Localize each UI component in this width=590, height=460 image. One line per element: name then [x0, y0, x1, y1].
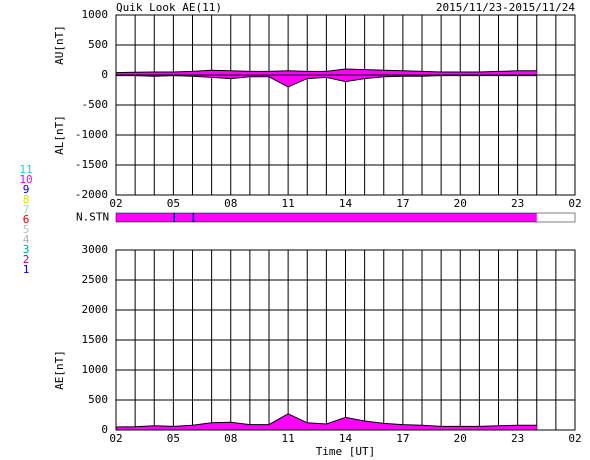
y-tick-label: -1500 [75, 158, 108, 171]
x-tick-label: 23 [511, 197, 524, 210]
status-segment [175, 213, 193, 222]
legend-entry: 9 [23, 183, 30, 196]
legend-entry: 1 [23, 263, 30, 276]
y-axis-label: AU[nT] [53, 25, 66, 65]
x-tick-label: 20 [454, 197, 467, 210]
y-tick-label: 1000 [82, 363, 109, 376]
y-tick-label: 0 [101, 68, 108, 81]
x-tick-label: 14 [339, 197, 353, 210]
y-axis-label: AE[nT] [53, 350, 66, 390]
y-tick-label: 1500 [82, 333, 109, 346]
x-tick-label: 11 [282, 197, 295, 210]
x-tick-label: 05 [167, 197, 180, 210]
y-tick-label: 1000 [82, 8, 109, 21]
y-tick-label: -2000 [75, 188, 108, 201]
y-tick-label: 3000 [82, 243, 109, 256]
y-tick-label: -500 [82, 98, 109, 111]
legend-entry: 10 [19, 173, 32, 186]
legend-entry: 6 [23, 213, 30, 226]
x-tick-label: 02 [109, 197, 122, 210]
legend-entry: 5 [23, 223, 30, 236]
y-tick-label: 2500 [82, 273, 109, 286]
plot-frame [115, 14, 576, 196]
legend-entry: 7 [23, 203, 30, 216]
x-tick-label: 02 [109, 432, 122, 445]
x-tick-label: 08 [224, 432, 237, 445]
y-tick-label: 2000 [82, 303, 109, 316]
legend-entry: 2 [23, 253, 30, 266]
legend-entry: 4 [23, 233, 30, 246]
y-tick-label: 500 [88, 38, 108, 51]
y-tick-label: 0 [101, 423, 108, 436]
series-line [116, 75, 537, 88]
x-tick-label: 20 [454, 432, 467, 445]
status-frame [115, 212, 576, 223]
series-line [115, 68, 537, 74]
x-tick-label: 17 [396, 197, 409, 210]
legend-entry: 8 [23, 193, 30, 206]
status-label: N.STN [76, 211, 109, 224]
y-axis-label: AL[nT] [53, 115, 66, 155]
x-tick-label: 05 [167, 432, 180, 445]
y-tick-label: 500 [88, 393, 108, 406]
x-tick-label: 23 [511, 432, 524, 445]
date-range: 2015/11/23-2015/11/24 [436, 1, 575, 14]
status-segment [192, 213, 195, 222]
legend-entry: 3 [23, 243, 30, 256]
status-segment [173, 213, 176, 222]
x-tick-label: 02 [568, 197, 581, 210]
x-axis-label: Time [UT] [316, 445, 376, 458]
x-tick-label: 02 [568, 432, 581, 445]
status-segment [194, 213, 537, 222]
x-tick-label: 08 [224, 197, 237, 210]
x-tick-label: 11 [282, 432, 295, 445]
status-segment [116, 213, 174, 222]
x-tick-label: 14 [339, 432, 353, 445]
chart-title: Quik Look AE(11) [116, 1, 222, 14]
legend-entry: 11 [19, 163, 32, 176]
series-line [115, 413, 537, 428]
x-tick-label: 17 [396, 432, 409, 445]
y-tick-label: -1000 [75, 128, 108, 141]
plot-frame [115, 249, 576, 431]
